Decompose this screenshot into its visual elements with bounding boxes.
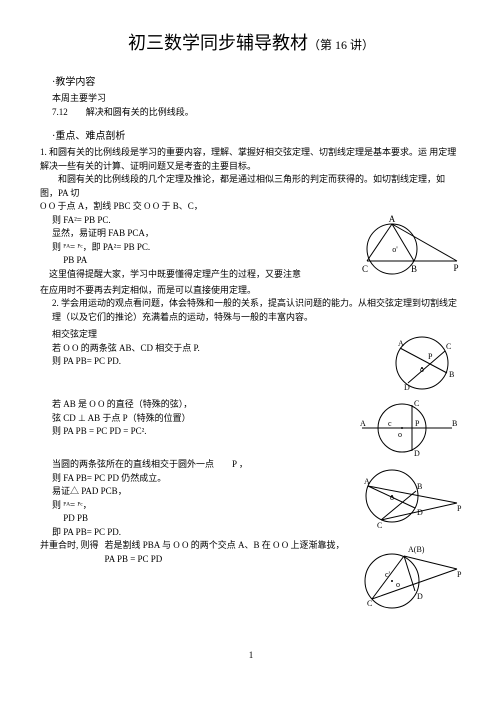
f4-C: C: [377, 521, 382, 530]
d4-l2: PA PB = PC PD: [105, 553, 346, 567]
f1-C: C: [362, 264, 368, 274]
f4-B: B: [417, 482, 422, 491]
para-2b: O O 于点 A，割线 PBC 交 O O 于 B、C，: [40, 200, 462, 214]
d3-l3: 易证△ PAD PCB，: [52, 485, 346, 499]
f2-B: B: [449, 370, 454, 379]
f2-C: C: [446, 342, 451, 351]
p4: 2. 学会用运动的观点看问题，体会特殊和一般的关系，提高认识问题的能力。从相交弦…: [52, 297, 462, 324]
figure-1: A C B P o': [352, 214, 462, 284]
f5-D: D: [417, 592, 423, 601]
f1-l1: 则 FA²= PB PC.: [52, 214, 346, 228]
d3-l2: 则 FA PB= PC PD 仍然成立。: [52, 472, 346, 486]
d2-l1: 若 AB 是 O O 的直径（特殊的弦），: [52, 398, 346, 412]
p3: 这里值得提醒大家，学习中既要懂得定理产生的过程，又要注意: [40, 268, 346, 282]
sect1-line1: 本周主要学习: [52, 92, 462, 106]
section-head-1: ·教学内容: [52, 75, 462, 90]
para-1: 1. 和圆有关的比例线段是学习的重要内容，理解、掌握好相交弦定理、切割线定理是基…: [40, 146, 462, 173]
figure-3: A B C D P o c: [352, 398, 462, 458]
f4-D: D: [417, 508, 423, 517]
f1-B: B: [411, 264, 417, 274]
section-head-2: ·重点、难点剖析: [52, 129, 462, 144]
f3-B: B: [452, 419, 457, 428]
f2-D: D: [404, 383, 410, 392]
title-main: 初三数学同步辅导教材: [128, 33, 308, 53]
d2-textcol: 若 AB 是 O O 的直径（特殊的弦）， 弦 CD ⊥ AB 于点 P（特殊的…: [40, 398, 346, 439]
page-title: 初三数学同步辅导教材（第 16 讲）: [40, 30, 462, 57]
f3-o: o: [398, 430, 402, 439]
f2-A: A: [398, 339, 404, 348]
f2-o: o: [420, 365, 424, 374]
f1-P: P: [453, 263, 458, 273]
f4-o: o: [390, 493, 394, 502]
xjx-l2: 则 PA PB= PC PD.: [52, 355, 376, 369]
para-2a: 和圆有关的比例线段的几个定理及推论，都是通过相似三角形的判定而获得的。如切割线定…: [40, 173, 462, 200]
title-suffix: （第 16 讲）: [308, 38, 374, 52]
d3-l5: PD PB: [52, 512, 346, 526]
figure-2: A B C D P o: [382, 328, 462, 398]
d3-l1: 当圆的两条弦所在的直线相交于圆外一点 P ，: [52, 458, 346, 472]
f5-AB: A(B): [408, 545, 425, 554]
f4-P: P: [457, 504, 462, 513]
f3-c: c: [388, 419, 392, 428]
f1-A: A: [389, 214, 396, 224]
f5-C: C: [367, 599, 372, 608]
d4-prefix: 并重合时, 则得: [40, 539, 99, 553]
figure-5: A(B) C D P c' o: [352, 539, 462, 619]
d3-l6: 即 PA PB= PC PD.: [52, 526, 346, 540]
f3-P: P: [415, 419, 420, 428]
p2-prefix: 和圆有关的比例线段的几个定理及推论，都是通过相似三角形的判定而获得的。如切割线定…: [40, 174, 445, 198]
d3-textcol: 当圆的两条弦所在的直线相交于圆外一点 P ， 则 FA PB= PC PD 仍然…: [40, 458, 346, 539]
d4-textcol: 若是割线 PBA 与 O O 的两个交点 A、B 在 O O 上逐渐靠拢， PA…: [105, 539, 346, 566]
figure-4: A B C D P o: [352, 458, 462, 533]
sect1-line2: 7.12 解决和圆有关的比例线段。: [52, 106, 462, 120]
f2-P: P: [428, 352, 433, 361]
fig1-textcol: 则 FA²= PB PC. 显然，易证明 FAB PCA， 则 ᴾᴬ= ᴾᶜ，即…: [40, 214, 346, 282]
f1-l4: PB PA: [52, 254, 346, 268]
xjx-head: 相交弦定理: [52, 328, 376, 342]
f3-A: A: [360, 419, 366, 428]
xjx-l1: 若 O O 的两条弦 AB、CD 相交于点 P.: [52, 342, 376, 356]
d4-l1: 若是割线 PBA 与 O O 的两个交点 A、B 在 O O 上逐渐靠拢，: [105, 539, 346, 553]
f3-D: D: [414, 449, 420, 458]
f4-A: A: [364, 477, 370, 486]
f5-c: c': [385, 570, 391, 579]
xjx-textcol: 相交弦定理 若 O O 的两条弦 AB、CD 相交于点 P. 则 PA PB= …: [40, 328, 376, 369]
d2-l2: 弦 CD ⊥ AB 于点 P（特殊的位置）: [52, 412, 346, 426]
d2-l3: 则 PA PB = PC PD = PC².: [52, 425, 346, 439]
f3-C: C: [414, 399, 419, 408]
f1-l3: 则 ᴾᴬ= ᴾᶜ，即 PA²= PB PC.: [52, 241, 346, 255]
f1-l2: 显然，易证明 FAB PCA，: [52, 227, 346, 241]
page-number: 1: [40, 649, 462, 663]
f5-o: o: [396, 580, 400, 589]
f1-o: o': [392, 245, 398, 254]
f5-P: P: [457, 570, 462, 579]
d3-l4: 则 ᴾᴬ= ᴾᶜ，: [52, 499, 346, 513]
p3b: 在应用时不要再去判定相似，而是可以直接使用定理。: [40, 284, 462, 298]
